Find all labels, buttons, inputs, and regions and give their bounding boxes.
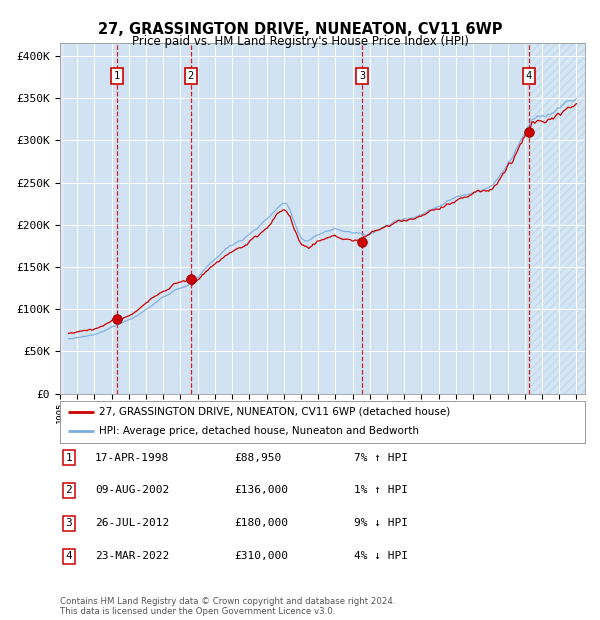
Text: 3: 3 (65, 518, 73, 528)
Text: 3: 3 (359, 71, 365, 81)
Text: 23-MAR-2022: 23-MAR-2022 (95, 551, 169, 561)
Text: 1% ↑ HPI: 1% ↑ HPI (354, 485, 408, 495)
Bar (64, 43, 116, 394)
Text: Price paid vs. HM Land Registry's House Price Index (HPI): Price paid vs. HM Land Registry's House … (131, 35, 469, 48)
Bar (529, 43, 585, 394)
Text: 1: 1 (65, 453, 73, 463)
Text: £88,950: £88,950 (234, 453, 281, 463)
Text: 2: 2 (65, 485, 73, 495)
Text: 27, GRASSINGTON DRIVE, NUNEATON, CV11 6WP (detached house): 27, GRASSINGTON DRIVE, NUNEATON, CV11 6W… (100, 407, 451, 417)
Bar (362, 43, 529, 394)
Text: Contains HM Land Registry data © Crown copyright and database right 2024.
This d: Contains HM Land Registry data © Crown c… (60, 597, 395, 616)
Text: 2: 2 (188, 71, 194, 81)
Text: 1: 1 (113, 71, 120, 81)
Text: 9% ↓ HPI: 9% ↓ HPI (354, 518, 408, 528)
Text: 27, GRASSINGTON DRIVE, NUNEATON, CV11 6WP: 27, GRASSINGTON DRIVE, NUNEATON, CV11 6W… (98, 22, 502, 37)
Text: £180,000: £180,000 (234, 518, 288, 528)
Text: 7% ↑ HPI: 7% ↑ HPI (354, 453, 408, 463)
Text: 4: 4 (65, 551, 73, 561)
Text: £136,000: £136,000 (234, 485, 288, 495)
Text: 17-APR-1998: 17-APR-1998 (95, 453, 169, 463)
Bar (191, 43, 362, 394)
Text: 4: 4 (526, 71, 532, 81)
Text: £310,000: £310,000 (234, 551, 288, 561)
Text: 4% ↓ HPI: 4% ↓ HPI (354, 551, 408, 561)
Text: 26-JUL-2012: 26-JUL-2012 (95, 518, 169, 528)
Text: HPI: Average price, detached house, Nuneaton and Bedworth: HPI: Average price, detached house, Nune… (100, 427, 419, 436)
Bar (116, 43, 191, 394)
Text: 09-AUG-2002: 09-AUG-2002 (95, 485, 169, 495)
